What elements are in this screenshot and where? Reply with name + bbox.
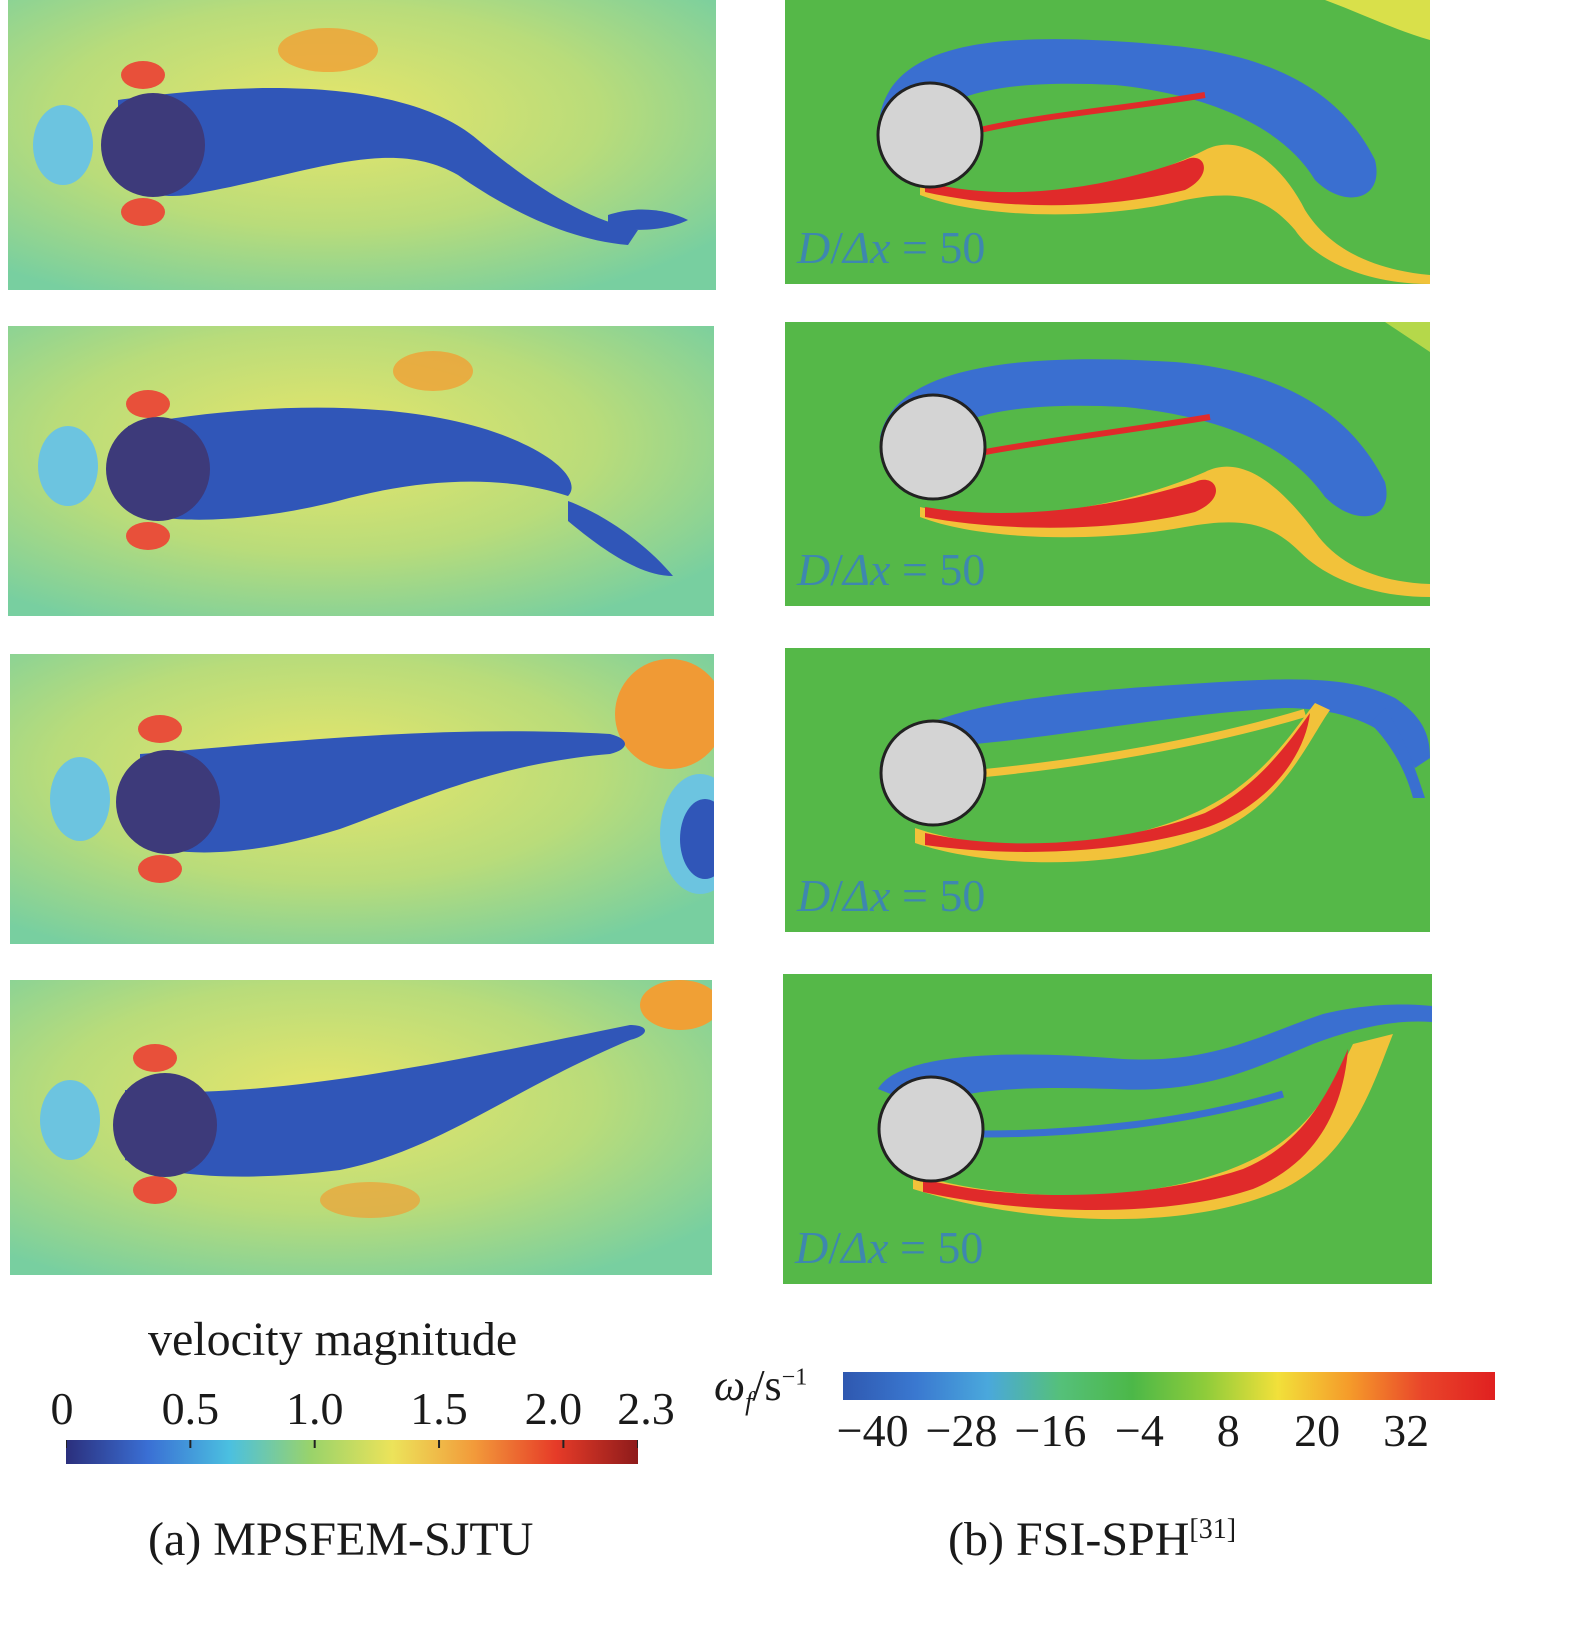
velocity-snapshot-4 bbox=[10, 980, 712, 1275]
velocity-tick-label: 2.0 bbox=[524, 1383, 583, 1434]
resolution-label: D/Δx = 50 bbox=[797, 544, 986, 595]
vorticity-snapshot-1: D/Δx = 50 bbox=[785, 0, 1430, 284]
vorticity-tick-label: 32 bbox=[1383, 1405, 1430, 1456]
caption-left: (a) MPSFEM-SJTU bbox=[148, 1513, 534, 1566]
velocity-snapshot-2 bbox=[8, 326, 714, 616]
vorticity-tick-label: −40 bbox=[836, 1405, 909, 1456]
vorticity-tick-label: 8 bbox=[1216, 1405, 1240, 1456]
vorticity-tick-label: −16 bbox=[1014, 1405, 1087, 1456]
velocity-tick-label: 1.0 bbox=[285, 1383, 344, 1434]
velocity-snapshot-1 bbox=[8, 0, 716, 290]
vorticity-tick-label: 20 bbox=[1294, 1405, 1341, 1456]
velocity-colorbar-title: velocity magnitude bbox=[148, 1313, 518, 1366]
vorticity-colorbar-title: ωf/s−1 bbox=[714, 1361, 808, 1416]
resolution-label: D/Δx = 50 bbox=[797, 870, 986, 921]
colorbar-gradient bbox=[843, 1372, 1495, 1400]
vorticity-snapshot-2: D/Δx = 50 bbox=[785, 322, 1430, 606]
resolution-label: D/Δx = 50 bbox=[795, 1222, 984, 1273]
colorbar-gradient bbox=[66, 1440, 638, 1464]
velocity-colorbar bbox=[66, 1440, 638, 1464]
resolution-label: D/Δx = 50 bbox=[797, 222, 986, 273]
vorticity-snapshot-4: D/Δx = 50 bbox=[783, 974, 1432, 1284]
velocity-snapshot-3 bbox=[10, 654, 714, 944]
velocity-tick-label: 0.5 bbox=[161, 1383, 220, 1434]
velocity-tick-label: 0 bbox=[50, 1383, 74, 1434]
velocity-tick-label: 1.5 bbox=[410, 1383, 468, 1434]
vorticity-tick-label: −4 bbox=[1114, 1405, 1164, 1456]
vorticity-tick-label: −28 bbox=[925, 1405, 998, 1456]
velocity-tick-label: 2.3 bbox=[617, 1383, 675, 1434]
caption-right: (b) FSI-SPH[31] bbox=[948, 1513, 1237, 1566]
vorticity-snapshot-3: D/Δx = 50 bbox=[785, 648, 1430, 932]
vorticity-colorbar bbox=[843, 1372, 1495, 1400]
